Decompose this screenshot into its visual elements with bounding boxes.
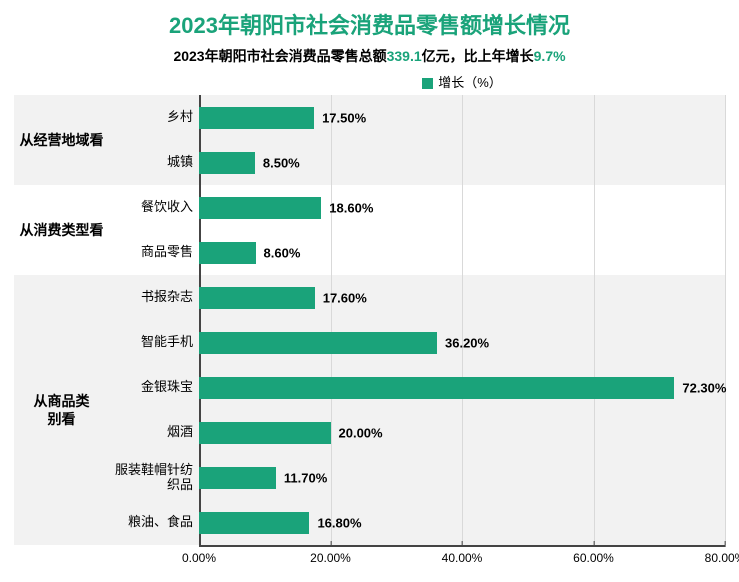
category-label: 城镇 (109, 155, 199, 169)
x-tick-label: 80.00% (705, 547, 739, 565)
category-label: 餐饮收入 (109, 200, 199, 214)
category-label: 智能手机 (109, 335, 199, 349)
bar-plot-area: 17.60% (199, 275, 725, 320)
legend-swatch (422, 78, 433, 89)
bar-row: 金银珠宝72.30% (109, 365, 725, 410)
category-label: 烟酒 (109, 425, 199, 439)
chart-plot: 从经营地域看从消费类型看从商品类 别看 乡村17.50%城镇8.50%餐饮收入1… (14, 95, 725, 545)
bar-plot-area: 16.80% (199, 500, 725, 545)
category-label: 书报杂志 (109, 290, 199, 304)
legend: 增长（%） (14, 72, 725, 91)
bars-column: 乡村17.50%城镇8.50%餐饮收入18.60%商品零售8.60%书报杂志17… (109, 95, 725, 545)
bar-value-label: 72.30% (682, 380, 726, 395)
chart-container: 2023年朝阳市社会消费品零售额增长情况 2023年朝阳市社会消费品零售总额33… (0, 0, 739, 577)
bar-row: 乡村17.50% (109, 95, 725, 140)
bar-row: 商品零售8.60% (109, 230, 725, 275)
bar-row: 粮油、食品16.80% (109, 500, 725, 545)
bar-value-label: 11.70% (284, 470, 327, 485)
bar-row: 餐饮收入18.60% (109, 185, 725, 230)
bar-plot-area: 8.60% (199, 230, 725, 275)
gridline (725, 95, 726, 545)
bar: 11.70% (199, 467, 276, 489)
subtitle-prefix: 2023年朝阳市社会消费品零售总额 (173, 48, 386, 64)
bar-row: 烟酒20.00% (109, 410, 725, 455)
bar-plot-area: 36.20% (199, 320, 725, 365)
chart-title: 2023年朝阳市社会消费品零售额增长情况 (14, 8, 725, 40)
subtitle-value-1: 339.1 (387, 48, 422, 64)
bar: 72.30% (199, 377, 674, 399)
bar-plot-area: 72.30% (199, 365, 725, 410)
bar: 16.80% (199, 512, 309, 534)
x-axis: 0.00%20.00%40.00%60.00%80.00% (14, 545, 725, 573)
bar: 17.50% (199, 107, 314, 129)
x-axis-inner: 0.00%20.00%40.00%60.00%80.00% (199, 545, 725, 573)
x-tick-label: 60.00% (573, 547, 614, 565)
bar-value-label: 18.60% (329, 200, 373, 215)
x-tick-label: 20.00% (310, 547, 351, 565)
bar: 8.50% (199, 152, 255, 174)
bar-row: 智能手机36.20% (109, 320, 725, 365)
category-label: 金银珠宝 (109, 380, 199, 394)
bar-plot-area: 18.60% (199, 185, 725, 230)
category-label: 粮油、食品 (109, 515, 199, 529)
subtitle-value-2: 9.7% (534, 48, 566, 64)
bar-value-label: 8.50% (263, 155, 300, 170)
category-label: 商品零售 (109, 245, 199, 259)
bar: 36.20% (199, 332, 437, 354)
x-tick-label: 0.00% (182, 547, 216, 565)
bar: 8.60% (199, 242, 256, 264)
bar-plot-area: 20.00% (199, 410, 725, 455)
bar-row: 服装鞋帽针纺织品11.70% (109, 455, 725, 500)
bar-row: 城镇8.50% (109, 140, 725, 185)
x-tick-label: 40.00% (442, 547, 483, 565)
bar-row: 书报杂志17.60% (109, 275, 725, 320)
bar-value-label: 20.00% (339, 425, 383, 440)
category-label: 乡村 (109, 110, 199, 124)
bar: 20.00% (199, 422, 331, 444)
legend-label: 增长（%） (438, 75, 502, 90)
chart-subtitle: 2023年朝阳市社会消费品零售总额339.1亿元，比上年增长9.7% (14, 46, 725, 66)
bar-value-label: 17.60% (323, 290, 367, 305)
bar-value-label: 8.60% (264, 245, 301, 260)
group-labels-column: 从经营地域看从消费类型看从商品类 别看 (14, 95, 109, 545)
bar-plot-area: 8.50% (199, 140, 725, 185)
subtitle-mid: 亿元，比上年增长 (422, 48, 534, 64)
bar-value-label: 36.20% (445, 335, 489, 350)
group-label: 从消费类型看 (14, 185, 109, 275)
bar: 17.60% (199, 287, 315, 309)
bar-value-label: 17.50% (322, 110, 366, 125)
bar: 18.60% (199, 197, 321, 219)
category-label: 服装鞋帽针纺织品 (109, 463, 199, 492)
bar-plot-area: 17.50% (199, 95, 725, 140)
bar-value-label: 16.80% (317, 515, 361, 530)
group-label: 从商品类 别看 (14, 275, 109, 545)
bar-plot-area: 11.70% (199, 455, 725, 500)
group-label: 从经营地域看 (14, 95, 109, 185)
